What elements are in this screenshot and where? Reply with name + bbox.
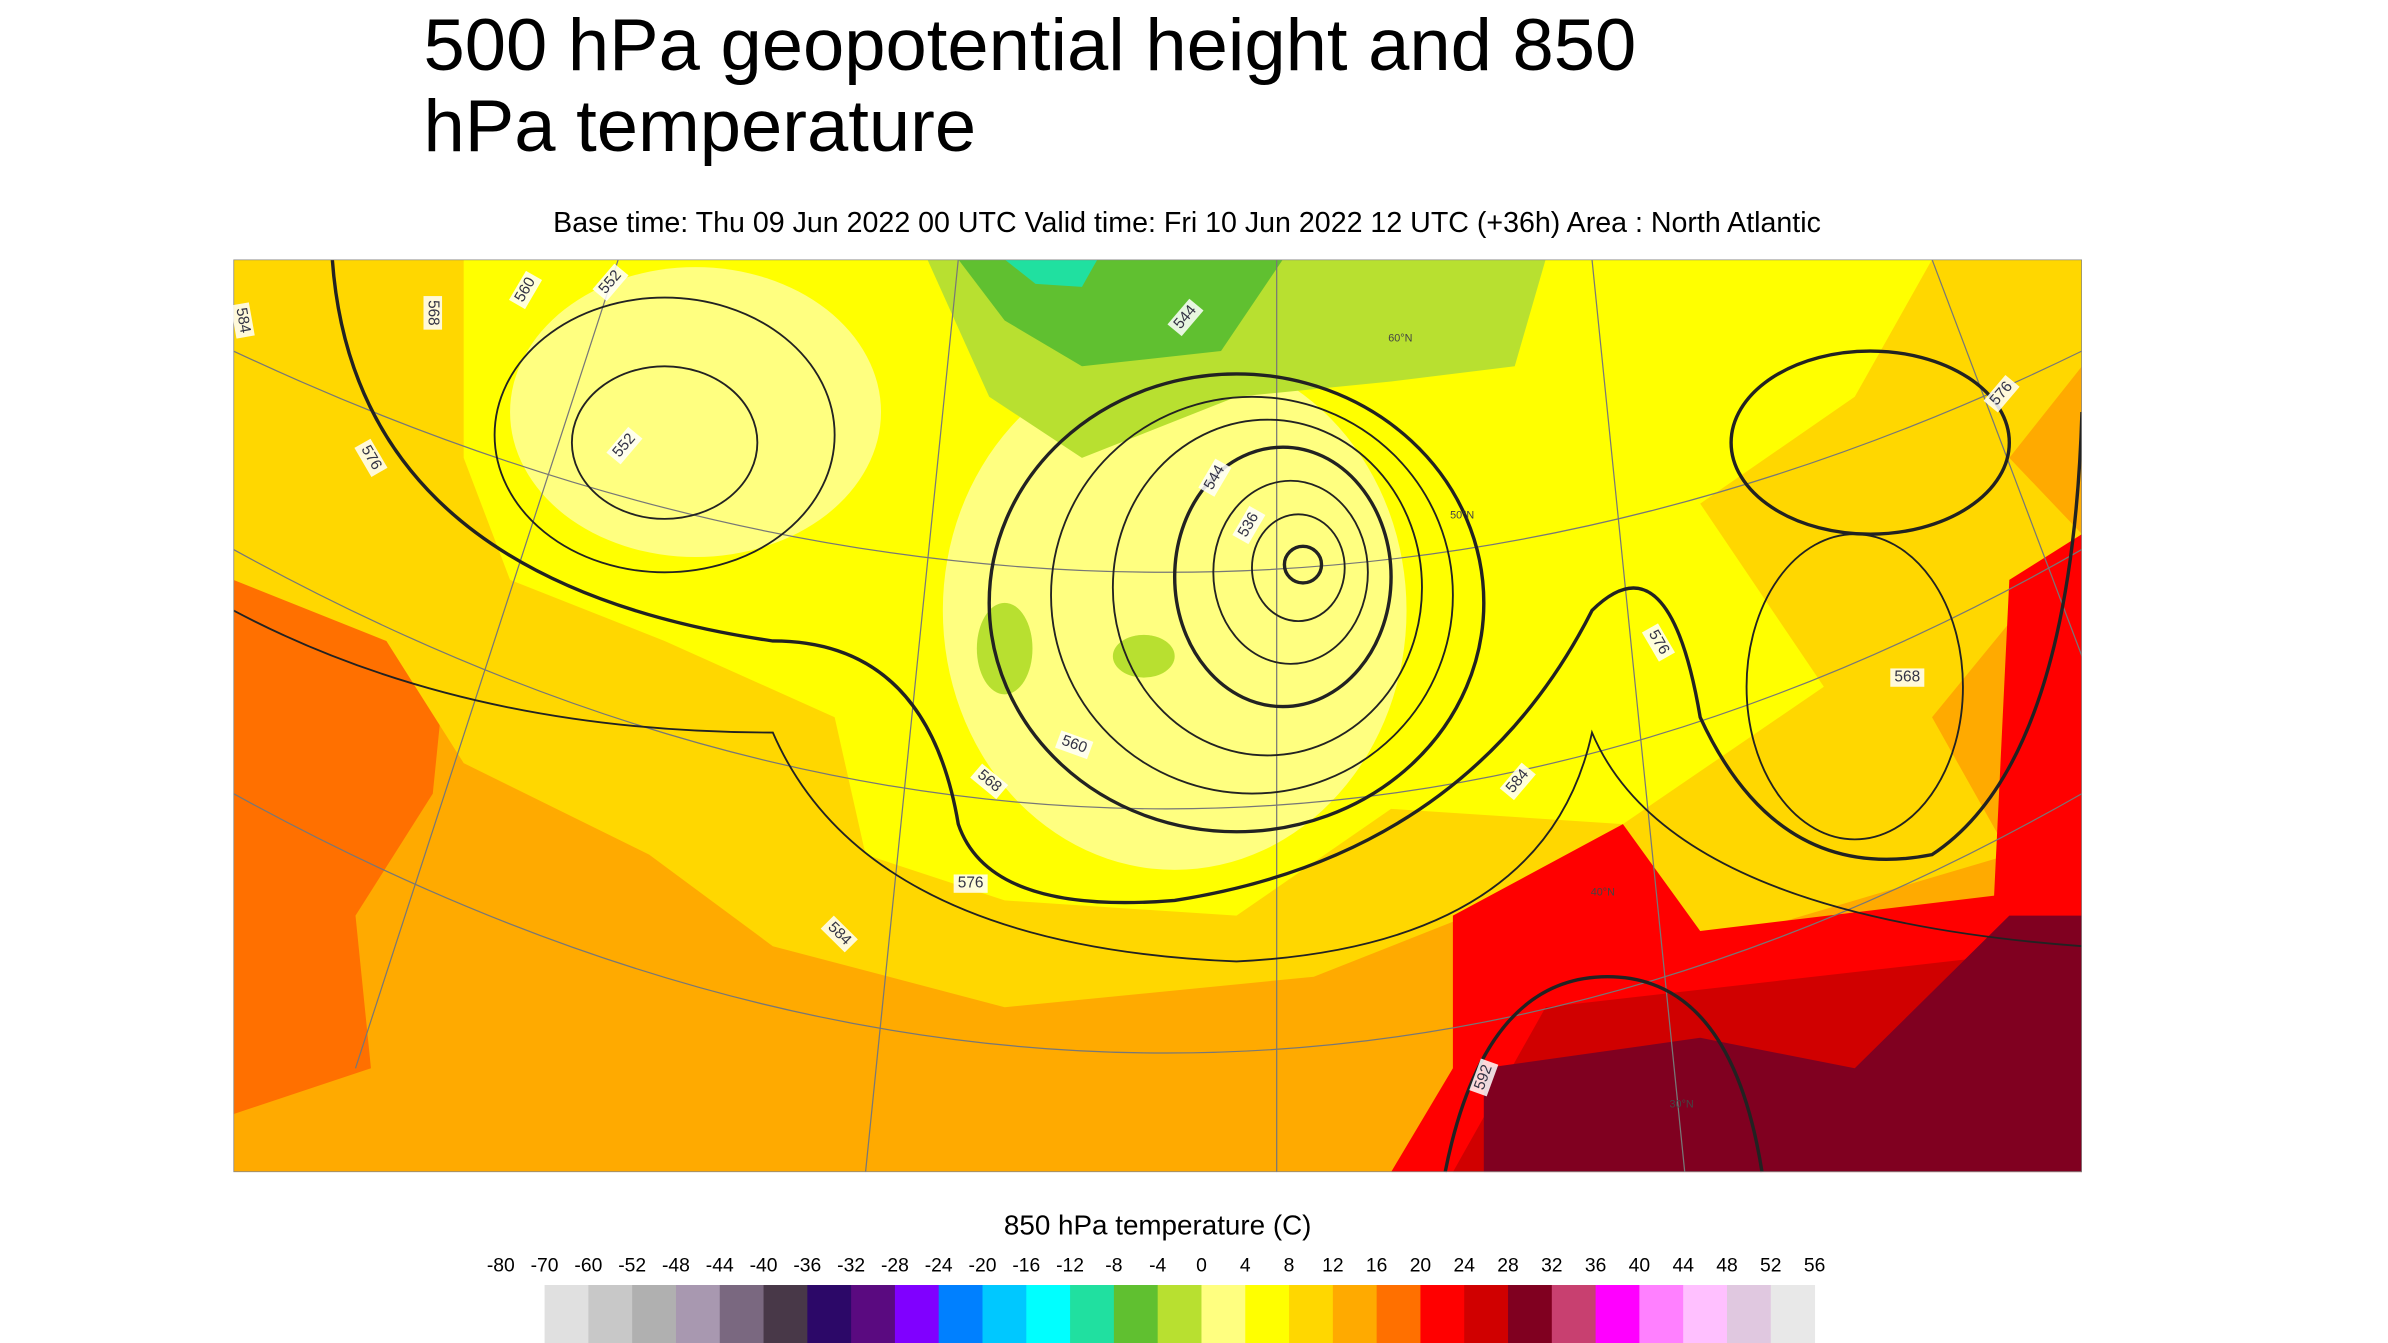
colorbar-tick-label: 48	[1716, 1255, 1737, 1276]
colorbar-swatch	[1770, 1285, 1816, 1343]
title-line: 500 hPa geopotential height and 850	[424, 4, 1637, 86]
colorbar-tick-label: -48	[662, 1255, 690, 1276]
colorbar-tick-label: 4	[1240, 1255, 1251, 1276]
contour-label-bg	[1232, 505, 1266, 545]
colorbar-swatch	[1683, 1285, 1728, 1343]
latitude-label: 30°N	[1670, 1099, 1694, 1111]
colorbar-swatch	[1245, 1285, 1290, 1343]
colorbar-swatch	[1639, 1285, 1684, 1343]
colorbar-tick-label: -16	[1012, 1255, 1040, 1276]
colorbar-swatch	[1420, 1285, 1465, 1343]
colorbar-swatch	[982, 1285, 1027, 1343]
colorbar-tick-label: -60	[574, 1255, 602, 1276]
contour-label: 576	[958, 875, 984, 892]
colorbar-swatch	[1289, 1285, 1334, 1343]
colorbar-tick-label: -80	[487, 1255, 515, 1276]
contour-label-bg	[354, 438, 388, 477]
contour-label-bg	[1983, 374, 2020, 413]
colorbar-swatch	[1595, 1285, 1640, 1343]
colorbar-tick-label: 24	[1453, 1255, 1475, 1276]
subtitle: Base time: Thu 09 Jun 2022 00 UTC Valid …	[553, 207, 1821, 239]
colorbar-tick-label: 16	[1366, 1255, 1387, 1276]
colorbar-swatch	[588, 1285, 633, 1343]
colorbar-tick-label: -20	[969, 1255, 997, 1276]
colorbar-tick-label: -32	[837, 1255, 865, 1276]
colorbar-tick-label: -12	[1056, 1255, 1084, 1276]
colorbar-tick-label: 28	[1497, 1255, 1518, 1276]
colorbar-swatch	[719, 1285, 765, 1343]
map	[233, 259, 2082, 1173]
colorbar-tick-label: 52	[1760, 1255, 1781, 1276]
colorbar-tick-label: 8	[1284, 1255, 1295, 1276]
colorbar-tick-label: 56	[1804, 1255, 1825, 1276]
title-line: hPa temperature	[424, 85, 977, 167]
colorbar-tick-label: 36	[1585, 1255, 1606, 1276]
contour-label-bg	[230, 302, 255, 339]
colorbar-swatch	[938, 1285, 983, 1343]
latitude-label: 50°N	[1450, 510, 1474, 522]
contour-label-bg	[1167, 298, 1204, 337]
contour-label: 568	[425, 300, 442, 325]
colorbar-swatch	[1026, 1285, 1071, 1343]
colorbar-tick-label: -36	[793, 1255, 821, 1276]
contour-label: 568	[1894, 669, 1920, 686]
colorbar-swatch	[632, 1285, 677, 1343]
colorbar: -80 -70 -60 -52 -48 -44 -40 -36 -32 -28 -24 -20 -16-…	[487, 1255, 1825, 1343]
colorbar-tick-label: -44	[706, 1255, 734, 1276]
colorbar-swatch	[1376, 1285, 1421, 1343]
contour-label-bg	[1198, 458, 1232, 497]
contour-label-bg	[970, 763, 1009, 800]
contour-label-bg	[423, 296, 443, 330]
colorbar-swatch	[675, 1285, 721, 1343]
colorbar-tick-label: -28	[881, 1255, 909, 1276]
colorbar-tick-label: -24	[925, 1255, 953, 1276]
contour-label-bg	[508, 270, 543, 310]
colorbar-swatch	[1726, 1285, 1772, 1343]
colorbar-swatch	[1332, 1285, 1378, 1343]
colorbar-tick-label: 32	[1541, 1255, 1562, 1276]
contour-label-bg	[606, 426, 643, 465]
colorbar-tick-label: 44	[1672, 1255, 1694, 1276]
colorbar-tick-label: 40	[1629, 1255, 1650, 1276]
contour-label-bg	[1499, 762, 1536, 801]
colorbar-swatch	[763, 1285, 808, 1343]
colorbar-swatch	[1113, 1285, 1159, 1343]
colorbar-tick-label: 12	[1322, 1255, 1343, 1276]
colorbar-swatch	[1157, 1285, 1202, 1343]
colorbar-swatch	[1508, 1285, 1553, 1343]
colorbar-tick-label: -40	[750, 1255, 778, 1276]
contour-label-bg	[1890, 668, 1925, 687]
contour-label-bg	[1055, 730, 1094, 760]
colorbar-swatch	[1464, 1285, 1509, 1343]
latitude-label: 60°N	[1388, 333, 1412, 345]
colorbar-tick-label: -52	[618, 1255, 646, 1276]
contour-label-bg	[1469, 1058, 1499, 1097]
colorbar-swatch	[1551, 1285, 1597, 1343]
colorbar-swatch	[894, 1285, 940, 1343]
colorbar-swatch	[1070, 1285, 1115, 1343]
colorbar-tick-label: 20	[1410, 1255, 1431, 1276]
colorbar-tick-label: -70	[531, 1255, 559, 1276]
colorbar-title: 850 hPa temperature (C)	[1004, 1210, 1311, 1241]
contour-label: 584	[232, 306, 253, 334]
colorbar-tick-label: -4	[1149, 1255, 1166, 1276]
contour-label-bg	[592, 263, 629, 302]
colorbar-tick-label: 0	[1196, 1255, 1207, 1276]
latitude-label: 40°N	[1591, 887, 1615, 899]
contour-label-bg	[820, 915, 858, 953]
contour-label-bg	[953, 874, 988, 893]
colorbar-tick-label: -8	[1105, 1255, 1122, 1276]
colorbar-swatch	[544, 1285, 589, 1343]
colorbar-swatch	[851, 1285, 896, 1343]
colorbar-swatch	[807, 1285, 852, 1343]
colorbar-swatch	[1201, 1285, 1246, 1343]
contour-label-bg	[1641, 623, 1675, 662]
